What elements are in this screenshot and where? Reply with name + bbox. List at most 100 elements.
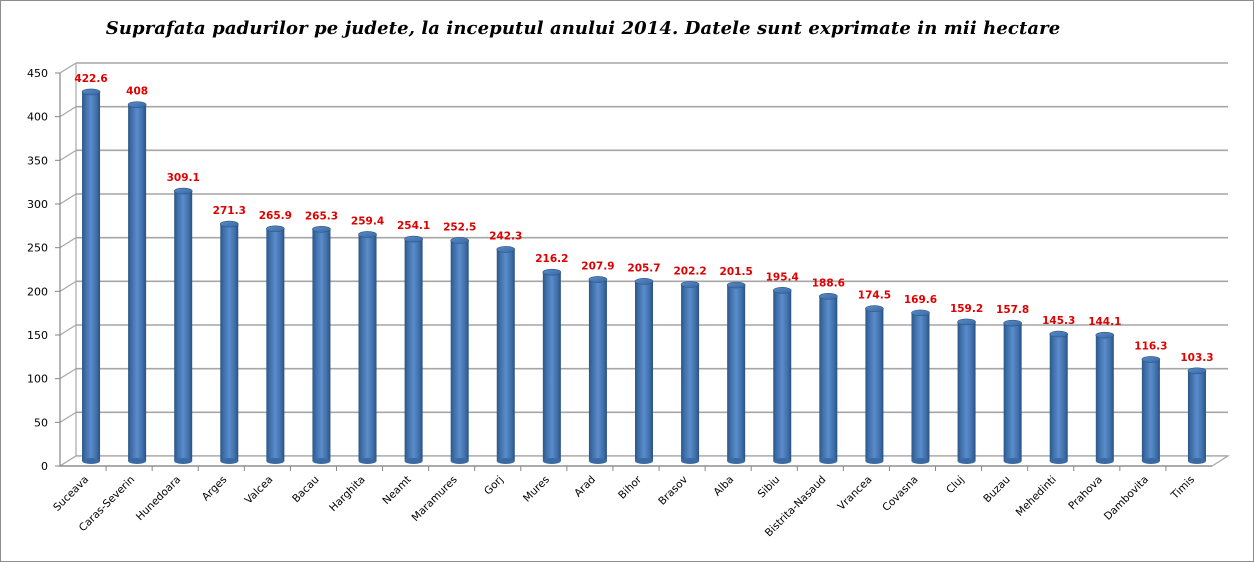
bar-cap	[1187, 367, 1207, 375]
bar-body	[266, 228, 285, 461]
data-label: 144.1	[1088, 316, 1121, 328]
bar-cap	[358, 231, 377, 238]
chart-title: Suprafata padurilor pe judete, la incepu…	[105, 18, 1061, 39]
bar-base	[312, 458, 331, 464]
bar	[772, 287, 792, 464]
data-label: 205.7	[627, 262, 660, 274]
gridline-depth	[59, 237, 77, 249]
gridline-depth	[59, 149, 77, 161]
bar	[173, 187, 193, 464]
category-label: Buzau	[981, 474, 1012, 505]
bar-body	[1187, 370, 1206, 461]
data-label: 309.1	[167, 172, 200, 184]
bar	[634, 278, 654, 464]
y-tick-label: 150	[27, 329, 48, 342]
category-label: Prahova	[1066, 474, 1105, 513]
category-label: Harghita	[327, 474, 367, 514]
bar-cap	[81, 88, 101, 96]
gridline-depth	[59, 62, 77, 74]
data-label: 145.3	[1042, 315, 1075, 327]
bar-base	[635, 458, 653, 464]
bar-base	[957, 458, 976, 464]
bar	[680, 281, 700, 464]
category-label: Valcea	[243, 474, 276, 507]
bar-body	[1095, 335, 1114, 461]
category-label: Suceava	[51, 474, 91, 514]
bar-body	[819, 296, 838, 461]
bar-base	[727, 458, 746, 464]
bar-cap	[911, 309, 930, 317]
bar-cap	[726, 281, 746, 289]
bar-cap	[1049, 330, 1069, 338]
bar-base	[911, 458, 930, 464]
bar	[911, 309, 930, 464]
bar-cap	[772, 287, 792, 294]
category-label: Brasov	[656, 474, 690, 508]
bar-body	[174, 191, 193, 461]
bar	[81, 88, 101, 464]
bar-base	[82, 458, 101, 464]
bar	[542, 268, 562, 464]
bar-body	[865, 308, 884, 461]
y-tick-label: 450	[27, 67, 48, 80]
y-tick-label: 50	[34, 416, 48, 429]
bar-cap	[865, 305, 884, 312]
category-label: Neamt	[380, 474, 413, 507]
bar-body	[128, 104, 147, 462]
bar-cap	[588, 276, 608, 283]
axis-layer	[55, 72, 1212, 471]
bar-cap	[127, 101, 147, 108]
bar	[266, 225, 285, 464]
data-label: 422.6	[74, 73, 107, 85]
category-label: Cluj	[944, 474, 967, 497]
bar-body	[1049, 334, 1068, 461]
bar-body	[542, 272, 561, 461]
bar-base	[588, 458, 607, 464]
gridline-depth	[59, 280, 77, 292]
y-tick-label: 350	[27, 154, 48, 167]
data-label: 265.9	[259, 210, 292, 222]
category-label: Mures	[521, 474, 552, 505]
category-label: Dambovita	[1102, 474, 1151, 523]
bar	[312, 226, 331, 464]
bar-body	[727, 285, 746, 461]
gridline-depth	[59, 368, 77, 380]
bar	[496, 246, 516, 464]
bar-cap	[404, 235, 423, 243]
bar-cap	[219, 220, 239, 228]
bar-base	[220, 458, 239, 464]
bar-base	[773, 458, 792, 464]
data-label: 408	[126, 86, 148, 98]
bar-base	[128, 458, 147, 464]
bar-body	[404, 239, 423, 461]
bar-base	[1095, 458, 1114, 464]
bar-base	[1141, 458, 1160, 464]
bar-cap	[634, 278, 654, 285]
category-label: Bacau	[290, 474, 321, 505]
data-label: 271.3	[213, 205, 246, 217]
data-label: 103.3	[1180, 352, 1213, 364]
data-label: 254.1	[397, 220, 430, 232]
category-label: Arad	[572, 474, 598, 500]
bar	[588, 276, 608, 464]
y-tick-label: 250	[27, 242, 48, 255]
bar	[819, 292, 838, 464]
bar	[1095, 331, 1115, 464]
bar-cap	[1095, 331, 1115, 339]
bar	[404, 235, 423, 464]
bar-base	[865, 458, 884, 464]
data-label: 242.3	[489, 230, 522, 242]
bar	[450, 237, 469, 464]
bar	[1187, 367, 1207, 464]
bar-cap	[173, 187, 193, 195]
category-label: Mehedinti	[1014, 474, 1059, 519]
bar-base	[681, 458, 700, 464]
y-tick-label: 100	[27, 373, 48, 386]
data-label: 265.3	[305, 210, 338, 222]
bar	[358, 231, 377, 464]
bar-layer	[81, 88, 1207, 464]
data-label: 207.9	[581, 260, 614, 272]
bar-base	[542, 458, 561, 464]
bar-cap	[680, 281, 700, 288]
